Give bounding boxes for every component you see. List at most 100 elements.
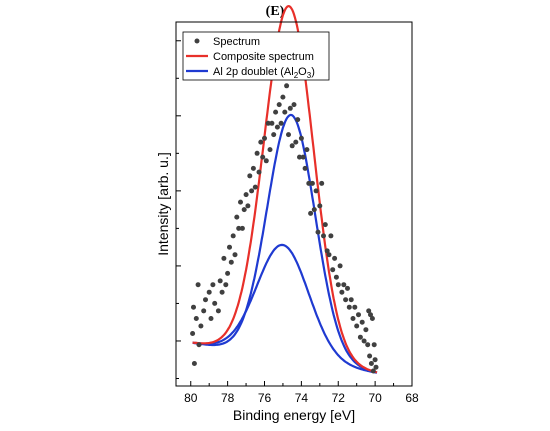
spectrum-point <box>245 203 251 209</box>
spectrum-point <box>273 109 279 115</box>
spectrum-point <box>304 147 310 153</box>
spectrum-point <box>262 135 267 141</box>
spectrum-point <box>228 259 234 265</box>
spectrum-point <box>215 308 221 314</box>
spectrum-point <box>350 316 356 321</box>
spectrum-point <box>249 188 255 194</box>
spectrum-point <box>269 120 275 126</box>
spectrum-point <box>289 143 295 149</box>
spectrum-point <box>190 331 196 336</box>
spectrum-point <box>371 342 377 348</box>
legend: Spectrum Composite spectrum Al 2p double… <box>182 31 330 81</box>
spectrum-point <box>217 278 223 284</box>
x-tick-label: 76 <box>258 391 272 405</box>
y-axis-title: Intensity [arb. u.] <box>155 152 171 256</box>
spectrum-point <box>265 120 271 126</box>
spectrum-point <box>241 207 247 213</box>
spectrum-point <box>365 342 371 348</box>
spectrum-point <box>332 255 338 261</box>
spectrum-point <box>206 289 212 295</box>
spectrum-point <box>335 282 341 288</box>
spectrum-point <box>195 282 201 288</box>
spectrum-point <box>238 199 243 205</box>
spectrum-point <box>274 124 280 130</box>
x-axis-title: Binding energy [eV] <box>233 407 355 423</box>
composite-spectrum-curve <box>192 4 378 374</box>
doublet-component-curve <box>192 113 378 374</box>
x-tick-label: 68 <box>405 391 419 405</box>
spectrum-point <box>357 334 363 340</box>
spectrum-point <box>308 210 314 216</box>
spectrum-point <box>361 338 367 344</box>
spectrum-point <box>291 102 297 108</box>
spectrum-point <box>356 312 361 318</box>
spectrum-point <box>300 154 306 160</box>
spectrum-point <box>295 117 301 123</box>
spectrum-point <box>333 274 339 280</box>
spectrum-point <box>324 248 330 254</box>
spectrum-point <box>191 361 197 366</box>
spectrum-point <box>326 252 332 258</box>
spectrum-point <box>212 300 218 306</box>
spectrum-point <box>348 297 354 303</box>
spectrum-point <box>298 135 304 141</box>
spectrum-point <box>330 267 336 273</box>
legend-doublet-label: Al 2p doublet (Al2O3) <box>213 66 315 80</box>
spectrum-point <box>236 225 242 231</box>
spectrum-point <box>243 192 249 198</box>
x-tick-label: 80 <box>184 391 198 405</box>
spectrum-point <box>221 255 227 261</box>
spectrum-point <box>368 361 374 366</box>
spectrum-point <box>373 364 379 370</box>
spectrum-point <box>345 285 350 291</box>
plot-area <box>190 4 379 374</box>
spectrum-point <box>260 154 266 160</box>
spectrum-point <box>368 312 373 318</box>
spectrum-point <box>278 120 284 126</box>
spectrum-point <box>322 222 328 228</box>
spectrum-point <box>354 323 360 329</box>
spectrum-point <box>341 282 347 288</box>
spectrum-point <box>284 83 290 89</box>
spectrum-point <box>208 316 214 321</box>
spectrum-point <box>359 319 365 325</box>
spectrum-point <box>343 297 349 303</box>
spectrum-point <box>239 225 245 231</box>
spectrum-point <box>286 132 291 138</box>
spectrum-point <box>191 304 196 310</box>
legend-spectrum-marker <box>194 38 200 44</box>
plot-frame <box>175 21 413 387</box>
spectrum-point <box>287 105 293 111</box>
doublet-component-curve <box>192 243 378 374</box>
spectrum-point <box>232 252 238 258</box>
spectrum-point <box>302 165 308 171</box>
spectrum-point <box>370 368 376 374</box>
x-tick-label: 70 <box>368 391 382 405</box>
spectrum-point <box>219 289 225 295</box>
spectrum-point <box>227 244 232 250</box>
spectrum-point <box>225 270 231 276</box>
spectrum-point <box>254 150 260 156</box>
spectrum-point <box>223 282 229 288</box>
spectrum-point <box>234 214 240 220</box>
spectrum-point <box>337 263 343 269</box>
spectrum-point <box>258 139 264 145</box>
spectrum-point <box>321 233 326 239</box>
spectrum-point <box>366 308 372 314</box>
spectrum-point <box>198 323 204 329</box>
x-tick-label: 72 <box>332 391 346 405</box>
spectrum-point <box>210 282 216 288</box>
spectrum-point <box>339 289 345 295</box>
panel-label: (E) <box>266 4 285 19</box>
spectrum-point <box>196 342 202 348</box>
y-axis <box>176 40 181 379</box>
spectrum-point <box>256 169 262 175</box>
spectrum-point <box>252 184 258 190</box>
spectrum-point <box>250 165 256 171</box>
spectrum-point <box>328 233 334 239</box>
spectrum-point <box>352 304 358 310</box>
legend-composite-label: Composite spectrum <box>213 51 314 63</box>
spectrum-point <box>346 304 352 310</box>
x-tick-label: 78 <box>221 391 235 405</box>
